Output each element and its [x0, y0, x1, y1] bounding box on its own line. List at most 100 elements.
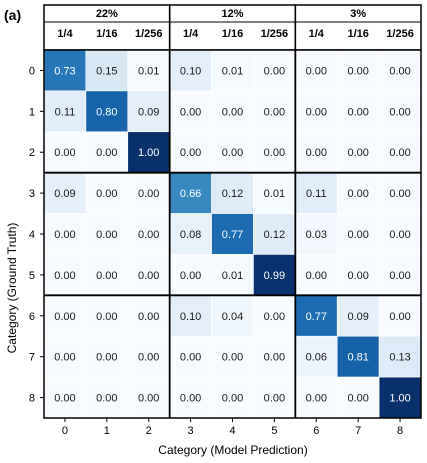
column-label: 1/4	[309, 28, 325, 40]
y-tick-label: 5	[29, 270, 35, 282]
cell-value-label: 0.00	[222, 106, 243, 118]
column-label: 1/256	[135, 28, 163, 40]
cell-value-label: 0.00	[54, 270, 75, 282]
cell-value-label: 0.00	[54, 352, 75, 364]
heatmap-cell-8-4	[211, 376, 254, 419]
cell-value-label: 0.00	[389, 311, 410, 323]
cell-value-label: 0.00	[180, 270, 201, 282]
heatmap-cell-0-5	[253, 49, 296, 92]
x-tick-label: 6	[313, 425, 319, 437]
cell-value-label: 0.10	[180, 311, 201, 323]
cell-value-label: 0.06	[306, 352, 327, 364]
panel-label: (a)	[4, 7, 21, 23]
cell-value-label: 0.00	[96, 393, 117, 405]
cell-value-label: 0.00	[180, 393, 201, 405]
heatmap-cell-6-4	[211, 295, 254, 337]
heatmap-cell-7-4	[211, 335, 254, 378]
heatmap-cell-1-5	[253, 90, 296, 133]
cell-value-label: 0.12	[222, 188, 243, 200]
column-label: 1/16	[96, 28, 117, 40]
cell-value-label: 0.00	[96, 352, 117, 364]
heatmap-cell-6-1	[85, 295, 129, 337]
cell-value-label: 0.00	[306, 393, 327, 405]
cell-value-label: 0.04	[222, 311, 243, 323]
cell-value-label: 0.00	[96, 188, 117, 200]
cell-value-label: 0.00	[138, 311, 159, 323]
cell-value-label: 0.00	[96, 229, 117, 241]
y-tick-label: 0	[29, 65, 35, 77]
heatmap-cell-0-2	[127, 49, 170, 92]
heatmap-cell-1-7	[336, 90, 380, 133]
heatmap-cell-8-5	[253, 376, 296, 419]
column-label: 1/256	[261, 28, 289, 40]
heatmap-cell-2-2	[127, 131, 170, 173]
heatmap-cell-4-5	[253, 213, 296, 255]
heatmap-cells: 0.73 0.15 0.01 0.10 0.01 0.00 0.00 0.00 0.00 0.11…	[43, 49, 422, 419]
cell-value-label: 0.00	[264, 147, 285, 159]
cell-value-label: 1.00	[138, 147, 159, 159]
column-label: 1/4	[57, 28, 73, 40]
cell-value-label: 0.13	[389, 352, 410, 364]
cell-value-label: 0.01	[222, 270, 243, 282]
heatmap-cell-5-6	[295, 254, 338, 296]
heatmap-cell-3-4	[211, 172, 254, 214]
cell-value-label: 0.00	[347, 106, 368, 118]
cell-value-label: 0.00	[306, 106, 327, 118]
heatmap-cell-4-2	[127, 213, 170, 255]
group-label: 12%	[221, 8, 243, 20]
cell-value-label: 0.00	[222, 147, 243, 159]
y-tick-labels: 0 1 2 3 4 5 6 7 8	[29, 65, 44, 405]
heatmap-cell-7-7	[336, 335, 380, 378]
x-tick-label: 5	[271, 425, 277, 437]
heatmap-cell-3-8	[378, 172, 422, 214]
cell-value-label: 0.00	[347, 188, 368, 200]
cell-value-label: 0.66	[180, 188, 201, 200]
cell-value-label: 0.09	[54, 188, 75, 200]
cell-value-label: 0.08	[180, 229, 201, 241]
heatmap-cell-1-1	[85, 90, 129, 133]
cell-value-label: 0.09	[347, 311, 368, 323]
cell-value-label: 0.00	[138, 188, 159, 200]
cell-value-label: 0.00	[264, 311, 285, 323]
heatmap-cell-0-4	[211, 49, 254, 92]
x-tick-labels: 0 1 2 3 4 5 6 7 8	[62, 418, 403, 437]
heatmap-cell-1-2	[127, 90, 170, 133]
column-label: 1/256	[386, 28, 414, 40]
cell-value-label: 0.11	[306, 188, 327, 200]
cell-value-label: 0.00	[180, 352, 201, 364]
cell-value-label: 0.00	[389, 270, 410, 282]
heatmap-cell-4-0	[43, 213, 87, 255]
cell-value-label: 0.00	[306, 147, 327, 159]
heatmap-cell-5-3	[169, 254, 212, 296]
y-axis-label: Category (Ground Truth)	[5, 223, 19, 354]
heatmap-cell-8-2	[127, 376, 170, 419]
cell-value-label: 0.00	[96, 311, 117, 323]
cell-value-label: 0.00	[389, 106, 410, 118]
heatmap-cell-5-8	[378, 254, 422, 296]
cell-value-label: 0.81	[347, 352, 368, 364]
x-tick-label: 4	[229, 425, 235, 437]
heatmap-cell-3-6	[295, 172, 338, 214]
y-tick-label: 4	[29, 229, 35, 241]
cell-value-label: 0.11	[55, 106, 76, 118]
heatmap-cell-2-4	[211, 131, 254, 173]
cell-value-label: 0.00	[347, 229, 368, 241]
cell-value-label: 0.00	[389, 147, 410, 159]
heatmap-cell-3-0	[43, 172, 87, 214]
x-tick-label: 2	[146, 425, 152, 437]
cell-value-label: 0.77	[222, 229, 243, 241]
cell-value-label: 0.00	[389, 65, 410, 77]
cell-value-label: 0.01	[138, 65, 159, 77]
cell-value-label: 0.00	[138, 393, 159, 405]
cell-value-label: 0.00	[264, 352, 285, 364]
cell-value-label: 0.00	[96, 270, 117, 282]
heatmap-cell-7-0	[43, 335, 87, 378]
x-tick-label: 0	[62, 425, 68, 437]
y-tick-label: 8	[29, 393, 35, 405]
heatmap-cell-4-4	[211, 213, 254, 255]
cell-value-label: 0.00	[222, 393, 243, 405]
column-label: 1/4	[183, 28, 199, 40]
group-label: 22%	[96, 8, 118, 20]
cell-value-label: 0.00	[180, 147, 201, 159]
